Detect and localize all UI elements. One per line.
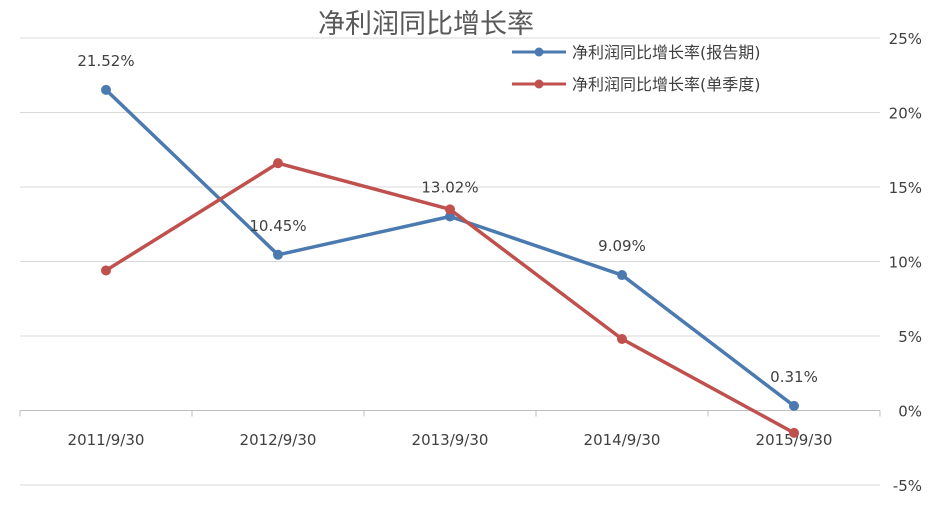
data-labels: 21.52% 10.45% 13.02% 9.09% 0.31% <box>77 52 817 386</box>
gridlines <box>20 37 880 486</box>
y-tick-label: 5% <box>898 328 922 346</box>
x-tick-label: 2013/9/30 <box>412 431 489 449</box>
data-label: 0.31% <box>770 368 818 386</box>
chart-title: 净利润同比增长率 <box>318 9 534 40</box>
y-tick-label: -5% <box>893 477 922 495</box>
legend: 净利润同比增长率(报告期) 净利润同比增长率(单季度) <box>512 43 761 94</box>
x-axis-ticks: 2011/9/30 2012/9/30 2013/9/30 2014/9/30 2015… <box>19 410 881 449</box>
legend-item-reporting-period: 净利润同比增长率(报告期) <box>512 43 761 62</box>
data-point <box>789 400 799 411</box>
legend-label: 净利润同比增长率(报告期) <box>572 43 761 62</box>
data-label: 10.45% <box>249 217 306 235</box>
y-tick-label: 10% <box>889 254 922 272</box>
legend-marker <box>534 79 544 89</box>
x-tick-label: 2012/9/30 <box>240 431 317 449</box>
data-point <box>101 84 111 95</box>
series-line <box>104 88 796 408</box>
x-tick-label: 2011/9/30 <box>68 431 145 449</box>
data-point <box>101 265 111 276</box>
data-point <box>445 211 455 222</box>
data-point <box>789 427 799 438</box>
x-tick-label: 2014/9/30 <box>584 431 661 449</box>
data-point <box>273 158 283 169</box>
y-tick-label: 15% <box>889 179 922 197</box>
legend-label: 净利润同比增长率(单季度) <box>572 75 761 94</box>
series-line <box>105 161 795 435</box>
y-tick-label: 0% <box>898 403 922 421</box>
data-point <box>617 333 627 344</box>
y-tick-label: 20% <box>889 105 922 123</box>
data-point <box>273 249 283 260</box>
y-tick-label: 25% <box>889 30 922 48</box>
y-axis-ticks: -5% 0% 5% 10% 15% 20% 25% <box>889 30 922 495</box>
data-point <box>445 204 455 215</box>
legend-item-single-quarter: 净利润同比增长率(单季度) <box>512 75 761 94</box>
x-tick-label: 2015/9/30 <box>756 431 833 449</box>
data-label: 9.09% <box>598 237 646 255</box>
data-label: 21.52% <box>77 52 134 70</box>
data-point <box>617 270 627 281</box>
data-label: 13.02% <box>421 179 478 197</box>
legend-marker <box>534 47 544 57</box>
series-lines <box>101 84 799 438</box>
